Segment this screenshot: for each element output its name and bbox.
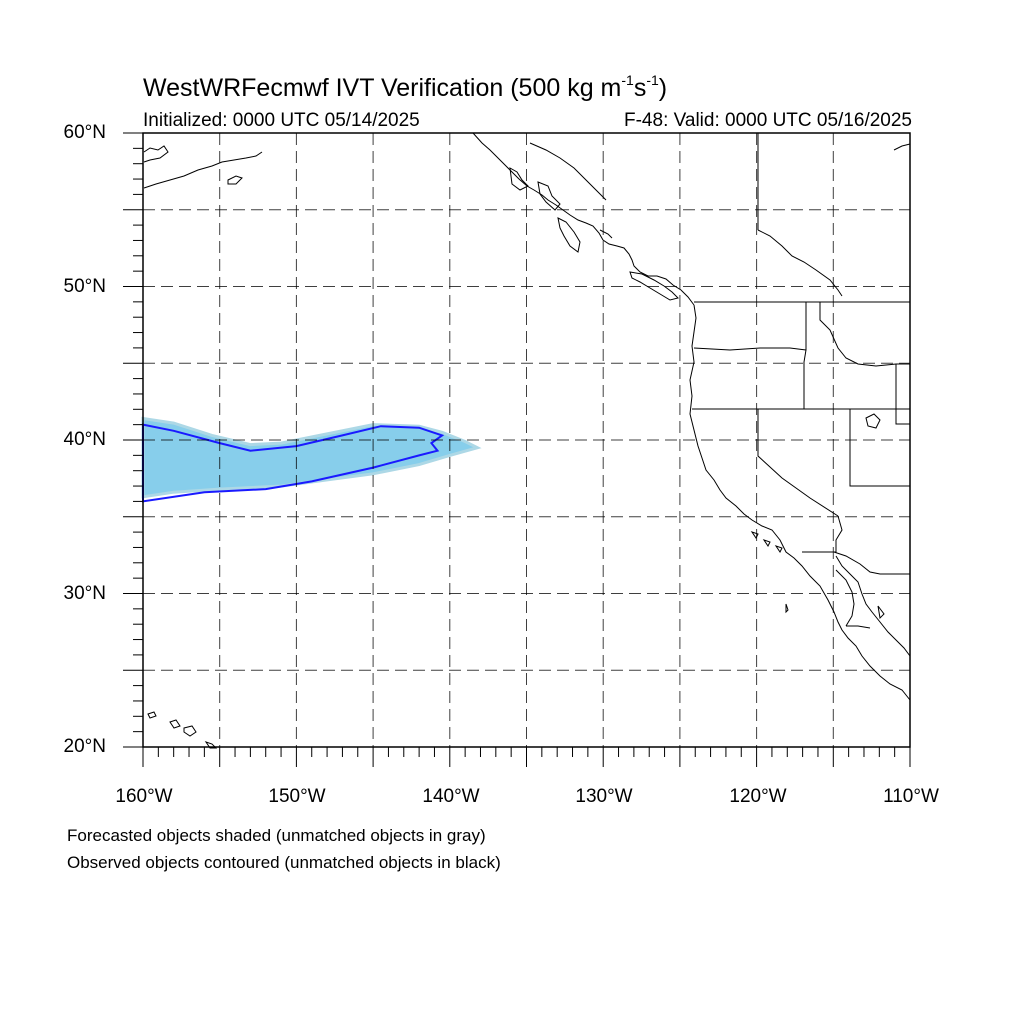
lat-label: 30°N: [63, 583, 106, 604]
lon-label: 150°W: [268, 786, 326, 807]
lon-label: 130°W: [575, 786, 633, 807]
lon-label: 120°W: [729, 786, 787, 807]
lon-label: 140°W: [422, 786, 480, 807]
forecast-object-shape: [141, 416, 482, 499]
coastlines-and-borders: [143, 132, 911, 749]
lon-label: 110°W: [883, 786, 939, 807]
observed-object-outline: [142, 423, 445, 503]
valid-time-label: F-48: Valid: 0000 UTC 05/16/2025: [624, 110, 912, 131]
lat-label: 40°N: [63, 429, 106, 450]
legend-note-observed: Observed objects contoured (unmatched ob…: [67, 853, 501, 872]
lat-label: 60°N: [63, 122, 106, 143]
initialized-label: Initialized: 0000 UTC 05/14/2025: [143, 110, 420, 131]
observed-object-contour: [142, 423, 445, 503]
map-title: WestWRFecmwf IVT Verification (500 kg m-…: [143, 72, 668, 102]
lat-lon-grid: [143, 133, 910, 747]
lat-label: 20°N: [63, 736, 106, 757]
forecast-object: [141, 416, 482, 499]
lon-label: 160°W: [115, 786, 173, 807]
axis-ticks: [123, 132, 911, 767]
legend-note-forecast: Forecasted objects shaded (unmatched obj…: [67, 826, 486, 845]
lat-label: 50°N: [63, 276, 106, 297]
